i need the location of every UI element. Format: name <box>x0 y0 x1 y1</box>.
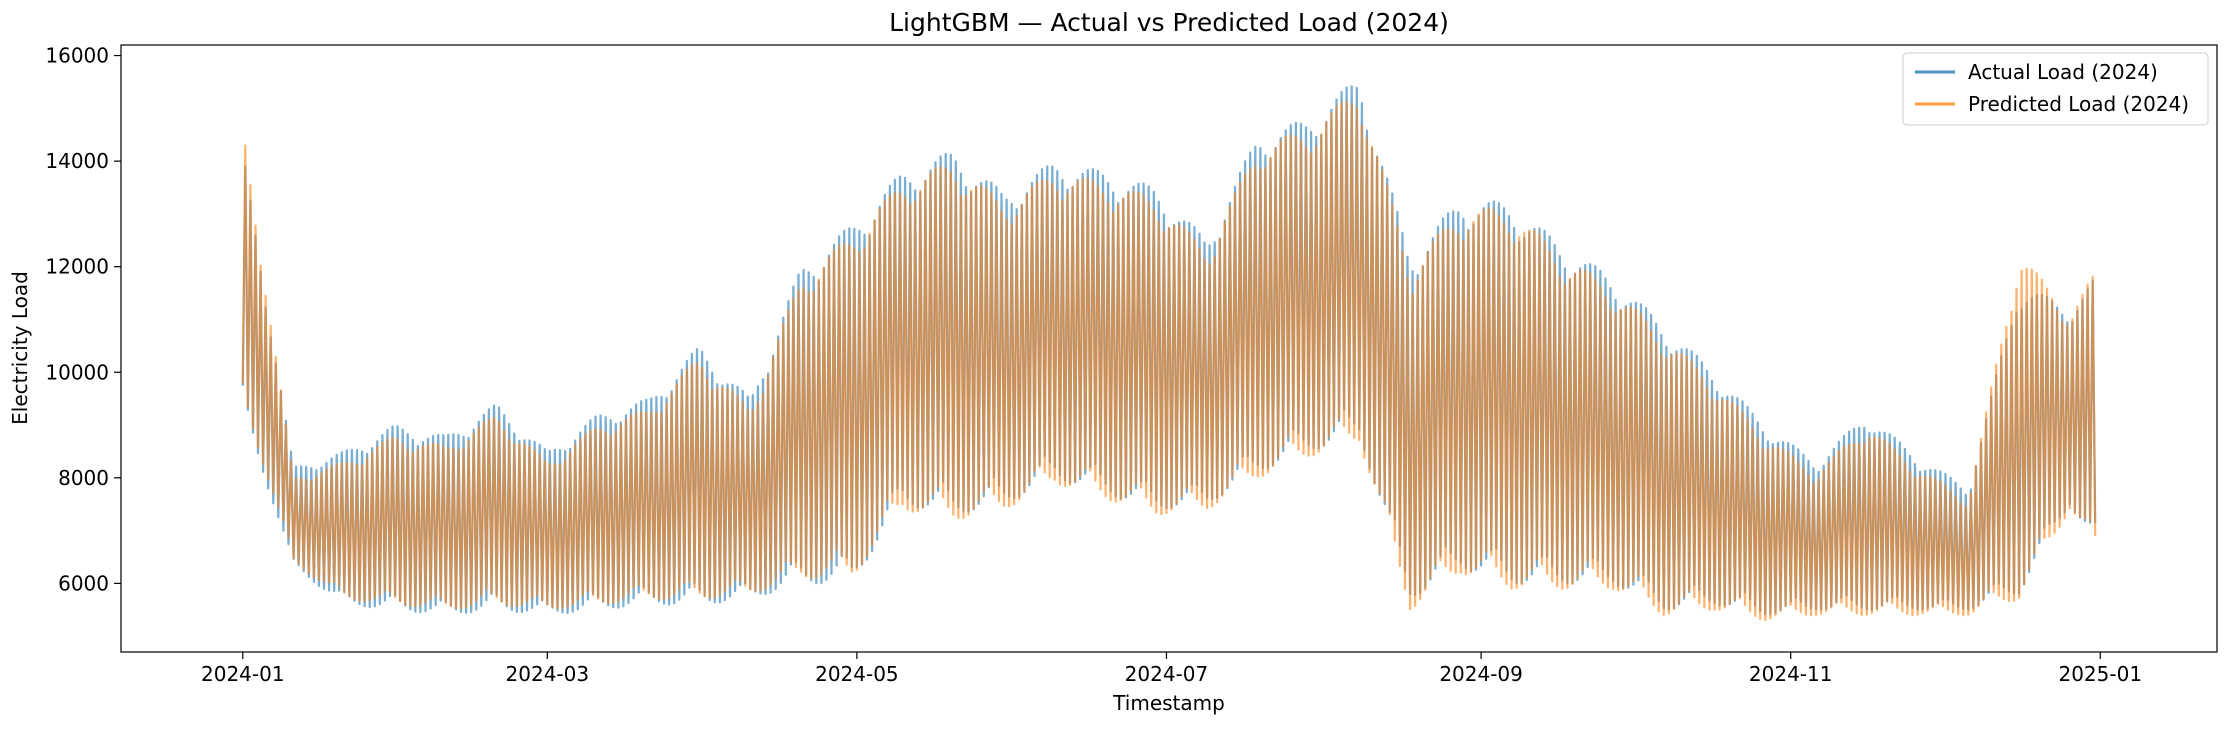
x-tick-label: 2024-03 <box>506 662 590 686</box>
legend: Actual Load (2024) Predicted Load (2024) <box>1902 52 2209 126</box>
legend-label-actual: Actual Load (2024) <box>1968 60 2158 84</box>
y-tick-label: 8000 <box>58 466 109 490</box>
legend-label-predicted: Predicted Load (2024) <box>1968 92 2189 116</box>
y-tick-label: 12000 <box>45 255 109 279</box>
x-tick-label: 2024-09 <box>1439 662 1523 686</box>
x-axis-label: Timestamp <box>1112 691 1225 715</box>
y-tick-label: 16000 <box>45 44 109 68</box>
y-tick-label: 10000 <box>45 360 109 384</box>
x-tick-label: 2024-11 <box>1749 662 1833 686</box>
y-tick-label: 14000 <box>45 149 109 173</box>
x-tick-label: 2024-01 <box>201 662 285 686</box>
series-layer <box>241 85 2097 622</box>
chart-title: LightGBM — Actual vs Predicted Load (202… <box>889 8 1449 37</box>
x-tick-label: 2025-01 <box>2058 662 2142 686</box>
legend-box <box>1902 52 2209 126</box>
x-tick-label: 2024-05 <box>815 662 899 686</box>
y-axis-label: Electricity Load <box>8 271 32 425</box>
series-line-predicted <box>241 101 2097 622</box>
y-tick-label: 6000 <box>58 571 109 595</box>
axes-frame <box>120 44 2218 653</box>
y-axis: 6000 8000 10000 12000 14000 16000 <box>45 44 121 595</box>
x-axis: 2024-01 2024-03 2024-05 2024-07 2024-09 2024-… <box>201 652 2142 686</box>
x-tick-label: 2024-07 <box>1125 662 1209 686</box>
